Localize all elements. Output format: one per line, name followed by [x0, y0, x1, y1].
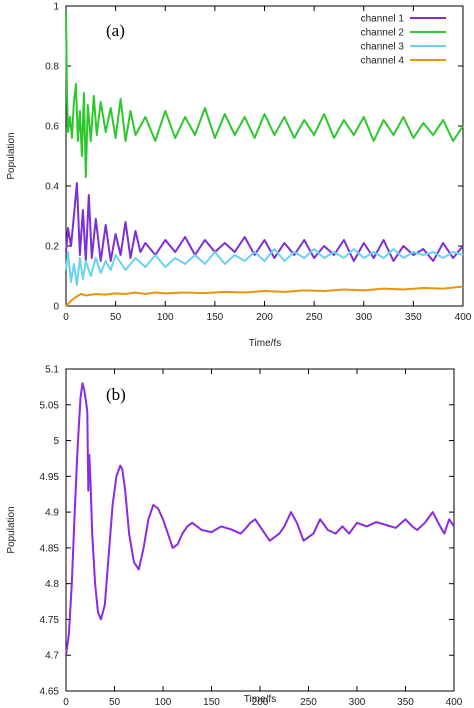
- x-tick-label: 0: [63, 697, 69, 708]
- series-line-channel-3: [65, 248, 464, 286]
- x-tick-label: 50: [109, 697, 121, 708]
- x-tick-label: 200: [256, 312, 273, 323]
- y-tick-label: 4.65: [40, 687, 60, 698]
- y-tick-label: 0: [53, 302, 59, 313]
- y-axis-label-a: Population: [6, 132, 17, 179]
- x-tick-label: 50: [110, 312, 122, 323]
- y-tick-label: 4.75: [40, 615, 60, 626]
- plot-frame-b: [65, 368, 455, 692]
- x-tick-label: 350: [397, 697, 414, 708]
- y-tick-label: 5.05: [40, 400, 60, 411]
- x-axis-label-a: Time/fs: [249, 338, 281, 349]
- x-axis-label-b: Time/fs: [244, 694, 276, 705]
- y-axis-label-b: Population: [6, 506, 17, 553]
- series-group-a: [65, 11, 464, 307]
- y-tick-label: 0.8: [45, 62, 59, 73]
- x-tick-label: 250: [300, 697, 317, 708]
- x-tick-label: 100: [155, 697, 172, 708]
- legend-label: channel 3: [361, 42, 405, 53]
- y-tick-label: 4.8: [45, 579, 59, 590]
- y-tick-label: 4.85: [40, 543, 60, 554]
- chart-panel-a: 0 50 100 150 200 250 300 350 400 0 0.2 0.4 0.6 0.8 1 (…: [6, 2, 472, 350]
- series-group-b: [65, 382, 455, 656]
- x-tick-label: 200: [252, 697, 269, 708]
- y-tick-label: 0.6: [45, 122, 59, 133]
- x-tick-label: 100: [157, 312, 174, 323]
- series-line-channel-2: [65, 11, 464, 178]
- x-tick-label: 400: [446, 697, 463, 708]
- x-tick-label: 0: [63, 312, 69, 323]
- x-tick-label: 150: [207, 312, 224, 323]
- y-tick-label: 4.7: [45, 651, 59, 662]
- y-tick-label: 4.95: [40, 472, 60, 483]
- y-tick-label: 5.1: [45, 365, 59, 376]
- y-tick-label: 5: [53, 436, 59, 447]
- x-tick-label: 300: [355, 312, 372, 323]
- series-line-channel-4: [65, 285, 464, 307]
- x-tick-label: 250: [306, 312, 323, 323]
- x-tick-label: 300: [349, 697, 366, 708]
- y-tick-label: 4.9: [45, 508, 59, 519]
- y-tick-label: 0.4: [45, 182, 59, 193]
- legend-label: channel 1: [361, 14, 405, 25]
- axis-ticks-a: 0 50 100 150 200 250 300 350 400 0 0.2 0.4 0.6 0.8 1: [45, 2, 472, 324]
- x-tick-label: 150: [203, 697, 220, 708]
- axis-ticks-b: 0 50 100 150 200 250 300 350 400 4.65 4.7 4.75 4.8 4.…: [40, 365, 463, 708]
- panel-label-a: (a): [106, 21, 125, 40]
- x-tick-label: 400: [455, 312, 472, 323]
- legend-a: channel 1 channel 2 channel 3 channel 4: [361, 14, 446, 67]
- legend-label: channel 4: [361, 56, 405, 67]
- y-tick-label: 0.2: [45, 242, 59, 253]
- x-tick-label: 350: [405, 312, 422, 323]
- chart-panel-b: 0 50 100 150 200 250 300 350 400 4.65 4.7 4.75 4.8 4.…: [6, 365, 463, 708]
- panel-label-b: (b): [106, 385, 126, 404]
- series-line-main: [65, 382, 455, 656]
- legend-label: channel 2: [361, 28, 405, 39]
- series-line-channel-1: [65, 182, 464, 262]
- y-tick-label: 1: [53, 2, 59, 13]
